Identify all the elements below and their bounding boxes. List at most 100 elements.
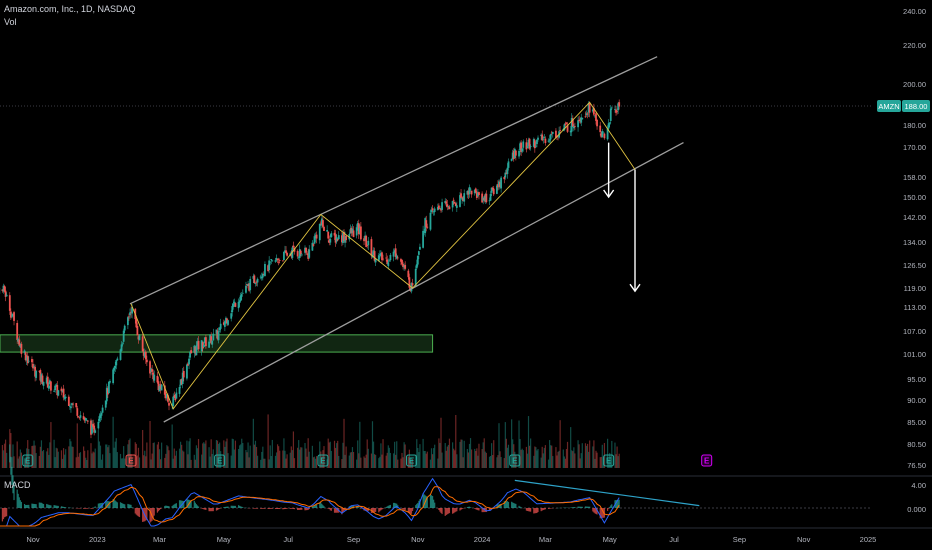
macd-histogram-bar (334, 508, 337, 513)
volume-bar (53, 439, 55, 468)
earnings-event-icon[interactable]: E (214, 454, 226, 467)
candle-body (351, 228, 354, 234)
volume-bar (434, 444, 436, 468)
volume-bar (445, 450, 447, 468)
earnings-event-icon[interactable]: E (22, 454, 34, 467)
volume-bar (497, 455, 499, 468)
svg-text:E: E (25, 457, 31, 466)
channel-line-2[interactable] (163, 142, 684, 423)
volume-bar (596, 452, 598, 468)
macd-histogram-bar (375, 508, 377, 512)
volume-bar (212, 449, 214, 468)
last-price-tag (902, 100, 930, 112)
macd-histogram-bar (533, 508, 535, 514)
volume-bar (187, 454, 189, 468)
volume-bar (525, 446, 528, 468)
macd-histogram-bar (360, 508, 362, 509)
macd-histogram-bar (515, 503, 517, 508)
macd-histogram-bar (402, 508, 404, 510)
volume-bar (506, 447, 509, 468)
earnings-event-icon[interactable]: E (701, 454, 713, 467)
macd-histogram-bar (462, 508, 464, 509)
volume-bar (4, 439, 7, 468)
candle-body (607, 123, 610, 129)
candle-body (24, 352, 27, 361)
macd-histogram-bar (577, 506, 579, 508)
candle-body (389, 254, 392, 261)
candle-body (453, 201, 456, 204)
price-tick-label: 220.00 (903, 41, 926, 50)
macd-trend-line[interactable] (514, 479, 700, 507)
earnings-event-icon[interactable]: E (509, 454, 521, 467)
candle-body (101, 407, 104, 413)
macd-histogram-bar (16, 489, 18, 508)
candle-body (475, 192, 478, 198)
volume-bar (348, 455, 350, 468)
macd-histogram-bar (440, 508, 442, 513)
candle-body (377, 255, 380, 262)
macd-histogram-bar (42, 503, 45, 508)
volume-bar (485, 452, 487, 468)
volume-bar (515, 454, 517, 468)
volume-bar (314, 458, 317, 468)
candle-body (153, 374, 156, 381)
volume-bar (356, 459, 358, 468)
candle-body (197, 340, 200, 350)
volume-bar (304, 443, 306, 468)
macd-histogram-bar (268, 508, 270, 509)
macd-histogram-bar (518, 505, 520, 508)
macd-histogram-bar (116, 502, 118, 508)
macd-histogram-bar (174, 503, 176, 508)
candle-body (342, 233, 344, 243)
candle-body (614, 109, 616, 110)
candle-body (61, 390, 64, 392)
volume-bar (47, 448, 49, 468)
candle-body (534, 145, 537, 147)
candle-body (57, 390, 60, 396)
volume-bar (40, 440, 43, 468)
candle-body (267, 265, 270, 272)
macd-histogram-bar (319, 502, 321, 508)
candle-body (274, 260, 277, 262)
earnings-event-icon[interactable]: E (405, 454, 417, 467)
candle-body (313, 236, 316, 244)
volume-bar (511, 419, 513, 468)
volume-bar (38, 455, 40, 468)
macd-histogram-bar (137, 508, 140, 517)
candle-body (128, 316, 130, 318)
candle-body (99, 414, 102, 419)
macd-histogram-bar (165, 505, 167, 508)
earnings-event-icon[interactable]: E (317, 454, 329, 467)
macd-histogram-bar (267, 508, 269, 509)
price-tick-label: 76.50 (907, 461, 926, 470)
volume-bar (349, 452, 351, 468)
earnings-event-icon[interactable]: E (603, 454, 615, 467)
candle-body (444, 200, 447, 204)
channel-line-1[interactable] (129, 56, 658, 305)
zigzag-line[interactable] (130, 101, 636, 410)
volume-bar (34, 445, 36, 468)
candle-body (165, 394, 168, 399)
macd-histogram-bar (488, 508, 491, 511)
macd-histogram-bar (394, 502, 396, 508)
volume-bar (327, 438, 329, 468)
macd-histogram-bar (426, 496, 428, 508)
volume-bar (128, 440, 130, 468)
macd-histogram-bar (329, 508, 331, 511)
macd-histogram-bar (600, 508, 602, 519)
candle-body (16, 323, 19, 340)
macd-histogram-bar (83, 508, 85, 509)
candle-body (62, 388, 65, 398)
earnings-event-icon[interactable]: E (125, 454, 137, 467)
candle-body (387, 262, 390, 267)
candle-body (19, 344, 22, 348)
macd-histogram-bar (27, 504, 29, 508)
macd-histogram-bar (500, 503, 502, 508)
macd-histogram-bar (389, 504, 392, 508)
candle-body (484, 195, 487, 202)
candle-body (205, 337, 207, 347)
macd-histogram-bar (497, 504, 499, 508)
candle-body (83, 417, 86, 421)
macd-histogram-bar (279, 508, 281, 510)
